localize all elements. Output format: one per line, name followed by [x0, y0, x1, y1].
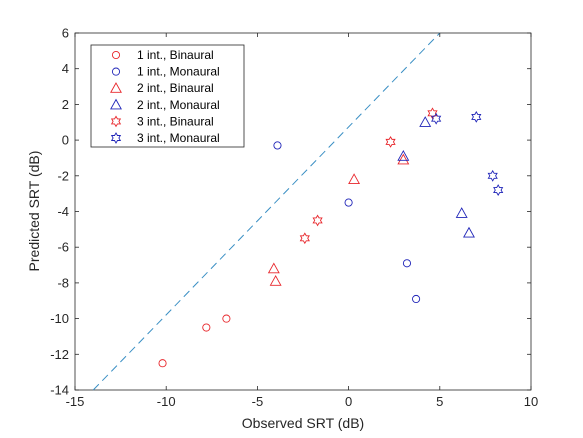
data-point [202, 323, 211, 332]
data-point [273, 141, 282, 150]
series-5 [299, 107, 438, 245]
data-point [412, 294, 421, 304]
data-point [419, 116, 432, 127]
series-2 [273, 141, 421, 304]
x-tick-label: 5 [436, 394, 443, 409]
data-point [493, 184, 504, 196]
identity-reference-line [92, 32, 441, 391]
legend-box [90, 44, 245, 148]
x-tick-label: -15 [66, 394, 85, 409]
data-point [267, 262, 280, 274]
series-3 [267, 153, 410, 286]
legend-entry: 3 int., Monaural [137, 131, 220, 145]
x-tick-label: -5 [252, 394, 264, 409]
y-tick-label: -10 [50, 311, 69, 326]
legend-entry: 3 int., Binaural [137, 114, 214, 128]
data-point [431, 112, 442, 125]
legend-entry: 1 int., Binaural [137, 48, 214, 62]
data-point [158, 359, 167, 368]
x-tick-label: 0 [345, 394, 352, 409]
y-tick-label: -14 [50, 383, 69, 398]
legend-marker [110, 98, 122, 110]
series-4 [397, 116, 475, 238]
data-point [312, 214, 323, 227]
legend-entry: 2 int., Binaural [137, 81, 214, 95]
data-point [455, 207, 468, 218]
x-tick-label: -10 [157, 394, 176, 409]
data-point [348, 173, 361, 184]
data-point [463, 226, 475, 238]
legend-marker [110, 82, 122, 93]
y-tick-label: -6 [57, 240, 69, 255]
data-point [487, 169, 498, 182]
y-tick-label: -2 [57, 168, 69, 183]
data-point [269, 274, 282, 286]
x-tick-label: 10 [524, 394, 538, 409]
legend-marker [110, 115, 122, 128]
x-axis-label: Observed SRT (dB) [242, 415, 364, 431]
legend-marker [111, 67, 121, 76]
legend-marker [111, 50, 121, 60]
y-tick-label: 0 [62, 133, 69, 148]
series-1 [158, 314, 231, 368]
data-point [427, 107, 438, 120]
data-point [299, 232, 310, 245]
series-6 [431, 110, 504, 196]
y-tick-label: 6 [62, 26, 69, 41]
legend: 1 int., Binaural 1 int., Monaural 2 int., … [90, 44, 245, 148]
y-tick-label: -8 [57, 275, 69, 290]
legend-entry: 2 int., Monaural [137, 98, 220, 112]
legend-marker [110, 132, 122, 144]
y-tick-label: -4 [57, 204, 69, 219]
data-point [385, 135, 396, 148]
y-tick-label: 2 [62, 97, 69, 112]
data-point [397, 153, 410, 165]
y-axis-label: Predicted SRT (dB) [26, 151, 42, 272]
y-tick-label: -12 [50, 347, 69, 362]
data-point [397, 150, 410, 161]
data-point [344, 198, 353, 207]
y-tick-label: 4 [62, 61, 69, 76]
data-point [402, 259, 412, 268]
data-point [471, 110, 482, 123]
legend-entry: 1 int., Monaural [137, 65, 220, 79]
data-point [222, 314, 231, 323]
